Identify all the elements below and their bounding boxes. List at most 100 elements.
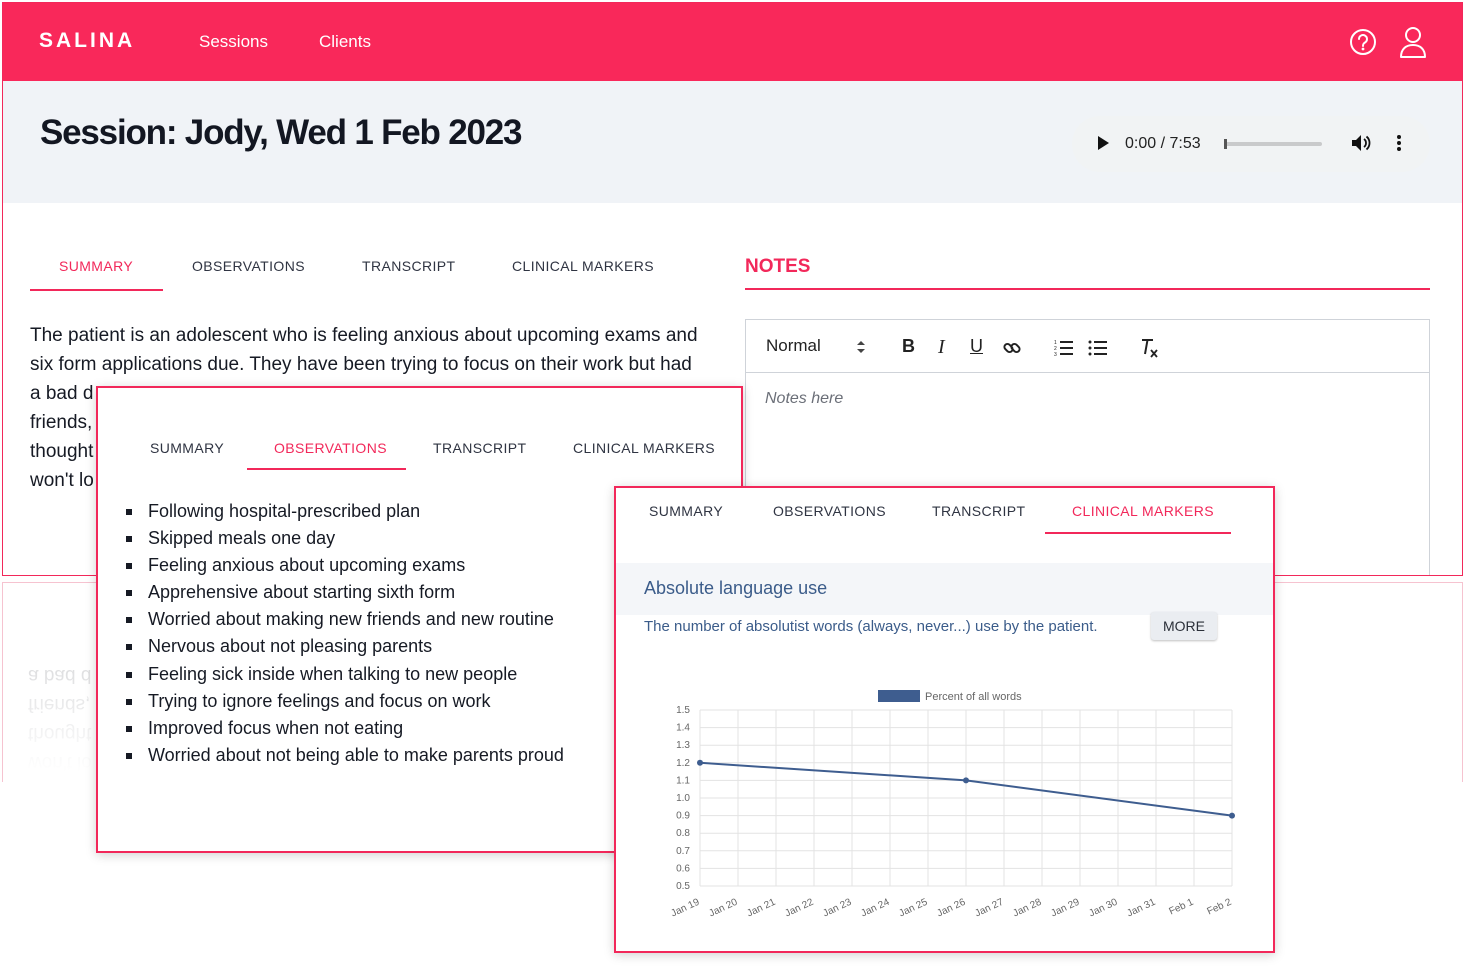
observation-item: Worried about making new friends and new…	[126, 606, 564, 633]
nav-sessions[interactable]: Sessions	[199, 32, 268, 51]
clinical-markers-card: SUMMARY OBSERVATIONS TRANSCRIPT CLINICAL…	[614, 486, 1275, 953]
tab-transcript[interactable]: TRANSCRIPT	[932, 503, 1026, 519]
tab-clinical-markers[interactable]: CLINICAL MARKERS	[512, 258, 655, 274]
x-tick-label: Jan 30	[1087, 897, 1119, 920]
y-tick-label: 1.0	[676, 793, 690, 804]
x-tick-label: Jan 21	[745, 897, 777, 920]
italic-icon[interactable]: I	[938, 336, 945, 358]
active-tab-indicator	[247, 468, 406, 470]
tab-observations[interactable]: OBSERVATIONS	[192, 258, 305, 274]
x-tick-label: Jan 19	[669, 897, 701, 920]
clear-format-icon[interactable]	[1140, 337, 1160, 359]
y-tick-label: 1.5	[676, 705, 690, 716]
summary-line: six form applications due. They have bee…	[30, 354, 692, 375]
bullet-list-icon[interactable]	[1088, 339, 1108, 357]
play-icon[interactable]	[1096, 135, 1110, 151]
summary-text: The patient is an adolescent who is feel…	[30, 321, 730, 495]
tab-observations[interactable]: OBSERVATIONS	[274, 440, 387, 456]
select-arrows-icon[interactable]	[856, 339, 866, 355]
underline-icon[interactable]: U	[970, 336, 983, 356]
tab-clinical-markers[interactable]: CLINICAL MARKERS	[1072, 503, 1215, 519]
x-tick-label: Jan 26	[935, 897, 967, 920]
observation-item: Nervous about not pleasing parents	[126, 633, 564, 660]
y-tick-label: 1.1	[676, 775, 690, 786]
observation-item: Feeling anxious about upcoming exams	[126, 552, 564, 579]
text-style-select[interactable]: Normal	[766, 336, 821, 355]
y-tick-label: 0.6	[676, 863, 690, 874]
y-tick-label: 1.2	[676, 758, 690, 769]
notes-heading: NOTES	[745, 256, 811, 277]
tab-summary[interactable]: SUMMARY	[150, 440, 225, 456]
page-title: Session: Jody, Wed 1 Feb 2023	[40, 113, 523, 152]
data-point	[963, 777, 969, 784]
x-tick-label: Feb 1	[1167, 897, 1195, 918]
active-tab-indicator	[30, 289, 163, 291]
link-icon[interactable]	[1002, 338, 1022, 358]
svg-text:2: 2	[1054, 346, 1057, 352]
active-tab-indicator	[1045, 532, 1231, 534]
marker-description: The number of absolutist words (always, …	[644, 618, 1098, 635]
ordered-list-icon[interactable]: 123	[1054, 339, 1074, 357]
observation-item: Apprehensive about starting sixth form	[126, 579, 564, 606]
summary-line: The patient is an adolescent who is feel…	[30, 325, 698, 346]
more-button[interactable]: MORE	[1151, 612, 1217, 640]
seek-thumb[interactable]	[1224, 139, 1227, 149]
more-vert-icon[interactable]	[1394, 133, 1404, 153]
top-navbar: SALINA Sessions Clients	[3, 3, 1462, 81]
data-point	[1229, 812, 1235, 819]
observation-item: Skipped meals one day	[126, 525, 564, 552]
y-tick-label: 0.8	[676, 828, 690, 839]
y-tick-label: 1.4	[676, 723, 690, 734]
notes-divider	[745, 288, 1430, 290]
tab-observations[interactable]: OBSERVATIONS	[773, 503, 886, 519]
x-tick-label: Jan 27	[973, 897, 1005, 920]
data-point	[697, 759, 703, 766]
observation-item: Trying to ignore feelings and focus on w…	[126, 688, 564, 715]
marker-title-band	[616, 563, 1273, 615]
help-icon[interactable]	[1348, 27, 1378, 57]
svg-text:3: 3	[1054, 352, 1057, 357]
notes-placeholder: Notes here	[765, 390, 844, 407]
tab-summary[interactable]: SUMMARY	[649, 503, 724, 519]
tab-summary[interactable]: SUMMARY	[59, 258, 134, 274]
y-tick-label: 0.9	[676, 811, 690, 822]
marker-title: Absolute language use	[644, 578, 828, 598]
legend-label: Percent of all words	[925, 691, 1022, 703]
volume-icon[interactable]	[1350, 132, 1372, 154]
audio-player[interactable]: 0:00 / 7:53	[1072, 116, 1430, 172]
user-icon[interactable]	[1398, 25, 1428, 59]
tab-transcript[interactable]: TRANSCRIPT	[433, 440, 527, 456]
legend-swatch	[878, 690, 920, 702]
svg-text:1: 1	[1054, 340, 1057, 346]
observation-item: Improved focus when not eating	[126, 715, 564, 742]
bold-icon[interactable]: B	[902, 336, 915, 356]
observation-item: Following hospital-prescribed plan	[126, 498, 564, 525]
tab-transcript[interactable]: TRANSCRIPT	[362, 258, 456, 274]
x-tick-label: Jan 22	[783, 897, 815, 920]
observation-item: Feeling sick inside when talking to new …	[126, 661, 564, 688]
x-tick-label: Jan 23	[821, 897, 853, 920]
x-tick-label: Feb 2	[1205, 897, 1233, 918]
audio-time: 0:00 / 7:53	[1125, 135, 1201, 152]
x-tick-label: Jan 20	[707, 897, 739, 920]
y-tick-label: 1.3	[676, 740, 690, 751]
y-tick-label: 0.5	[676, 881, 690, 892]
tab-clinical-markers[interactable]: CLINICAL MARKERS	[573, 440, 716, 456]
summary-line: friends,	[30, 412, 93, 433]
summary-line: a bad d	[30, 383, 94, 404]
absolute-language-chart: 1.5 1.4 1.3 1.2 1.1 1.0 0.9 0.8 0.7 0.6 0.5 Jan 19 J…	[669, 690, 1235, 920]
observations-list: Following hospital-prescribed plan Skipp…	[126, 498, 564, 769]
x-tick-label: Jan 24	[859, 897, 891, 920]
salina-logo[interactable]: SALINA	[39, 29, 136, 52]
x-tick-label: Jan 25	[897, 897, 929, 920]
y-tick-label: 0.7	[676, 846, 690, 857]
audio-seek-bar[interactable]	[1224, 139, 1322, 149]
observation-item: Worried about not being able to make par…	[126, 742, 564, 769]
x-tick-label: Jan 31	[1125, 897, 1157, 920]
summary-line: won't lo	[30, 470, 94, 491]
summary-line: thought	[30, 441, 94, 462]
x-tick-label: Jan 28	[1011, 897, 1043, 920]
nav-clients[interactable]: Clients	[319, 32, 371, 51]
x-tick-label: Jan 29	[1049, 897, 1081, 920]
